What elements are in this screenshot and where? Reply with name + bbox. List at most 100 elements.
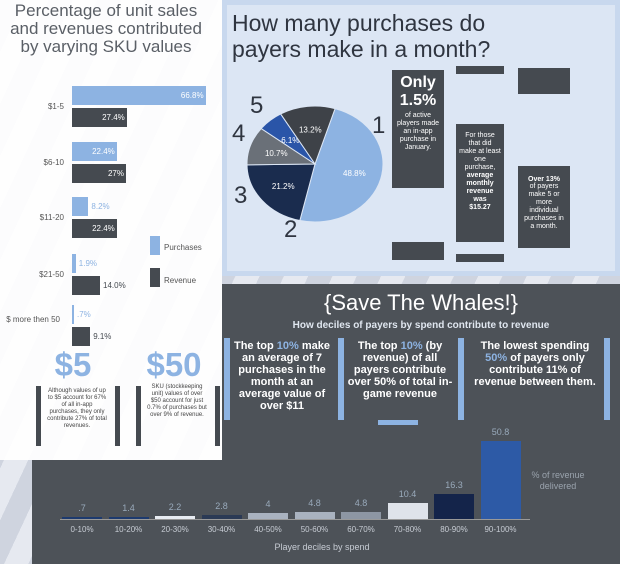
legend-swatch-revenue: [150, 268, 160, 287]
decile-xlabel: Player deciles by spend: [274, 542, 370, 552]
col3-a: The lowest spending: [480, 340, 590, 352]
decile-category-label: 20-30%: [161, 525, 189, 534]
stat-payers-bold: Over 13%: [528, 176, 560, 183]
stat-rev-value: $15.27: [469, 204, 491, 211]
decile-ylabel: % of revenue delivered: [531, 470, 585, 491]
whales-col-2: The top 10% (by revenue) of all payers c…: [346, 340, 454, 400]
pie-label-1: 1: [372, 112, 386, 139]
decile-value-label: 4: [265, 498, 271, 509]
col2-highlight: 10%: [400, 340, 423, 352]
whales-col-1: The top 10% make an average of 7 purchas…: [232, 340, 332, 412]
decile-bar: [480, 440, 521, 519]
sku-category-label: $1-5: [47, 102, 64, 111]
note-5: Although values of up to $5 account for …: [47, 388, 107, 429]
col2-b: (by revenue) of all payers contribute ov…: [347, 340, 453, 400]
pie-label-3: 3: [234, 182, 248, 209]
revenue-value-label: 22.4%: [92, 224, 115, 233]
bracket-right: [136, 386, 220, 446]
revenue-bar: [72, 108, 127, 127]
whales-subtitle: How deciles of payers by spend contribut…: [292, 320, 550, 331]
decile-bar: [62, 517, 102, 519]
decile-value-label: 2.2: [168, 501, 182, 512]
decile-category-label: 30-40%: [207, 525, 236, 534]
pie-slice-2: [246, 163, 316, 222]
stat-pct: 1.5%: [399, 92, 437, 109]
decile-bar: [248, 512, 288, 519]
col1-highlight: 10%: [276, 340, 299, 352]
revenue-value-label: 14.0%: [103, 281, 126, 290]
decile-category-label: 80-90%: [440, 525, 468, 534]
decile-bar: [108, 516, 149, 519]
pie-slice-label-1: 48.8%: [343, 169, 366, 178]
divider-bar-2: [338, 338, 344, 420]
decile-category-label: 90-100%: [484, 525, 517, 534]
decile-category-label: 10-20%: [114, 525, 143, 534]
decile-value-label: 10.4: [398, 489, 417, 499]
decile-value-label: 4.8: [354, 497, 368, 508]
stat-box-active: Only 1.5% of active players made an in-a…: [392, 70, 444, 188]
purchases-value-label: .7%: [77, 310, 91, 319]
whales-panel: [222, 284, 620, 460]
divider-bar-3: [458, 338, 464, 420]
revenue-bar: [72, 276, 100, 295]
bracket-left: [36, 386, 120, 446]
decile-value-label: 50.8: [491, 426, 510, 437]
decile-value-label: 2.8: [215, 500, 228, 511]
decile-bar: [387, 503, 428, 519]
whales-col-3: The lowest spending 50% of payers only c…: [470, 340, 600, 388]
legend-label-purchases: Purchases: [164, 243, 202, 252]
pie-slice-label-4: 6.1%: [281, 136, 299, 145]
pie-chart: 48.8% 21.2% 10.7% 6.1%13.2%: [246, 105, 384, 223]
decile-category-label: 70-80%: [393, 525, 422, 534]
stat-payers-text: of payers make 5 or more individual purc…: [524, 183, 564, 230]
decile-value-label: 4.8: [308, 497, 321, 508]
stat-box-revenue: For those that did make at least one pur…: [456, 124, 504, 242]
decor-box-1: [392, 242, 444, 260]
decor-box-3: [456, 254, 504, 262]
decor-box-2: [456, 66, 504, 74]
revenue-value-label: 27%: [107, 169, 124, 178]
divider-bar-1: [224, 338, 230, 420]
pie-title: How many purchases do payers make in a m…: [232, 10, 491, 62]
pie-slice-1: [299, 107, 384, 223]
pie-label-4: 4: [232, 120, 246, 147]
revenue-bar: [72, 219, 117, 238]
sku-category-label: $11-20: [39, 213, 64, 222]
sku-category-label: $6-10: [43, 158, 64, 167]
legend-label-revenue: Revenue: [164, 276, 197, 285]
legend-swatch-purchases: [150, 236, 160, 255]
purchases-bar: [72, 254, 76, 273]
purchases-value-label: 1.9%: [78, 259, 98, 268]
purchases-value-label: 8.2%: [91, 202, 110, 211]
stat-rev-text: For those that did make at least one pur…: [459, 132, 501, 171]
decile-value-label: .7: [78, 503, 86, 513]
col3-highlight: 50%: [485, 352, 508, 364]
purchases-value-label: 66.8%: [180, 91, 204, 100]
decile-bar: [294, 511, 335, 519]
decile-value-label: 16.3: [445, 479, 463, 490]
decile-bar: [341, 511, 381, 519]
revenue-bar: [72, 164, 126, 183]
col1-b: make an average of 7 purchases in the mo…: [238, 340, 330, 412]
stat-only: Only: [400, 74, 436, 91]
decor-box-4: [518, 68, 570, 94]
decile-bar: [155, 515, 195, 519]
pie-slice-label-3: 10.7%: [265, 149, 288, 158]
whales-title: {Save The Whales!}: [323, 290, 519, 315]
pie-slice-label-2: 21.2%: [272, 182, 295, 191]
purchases-value-label: 22.4%: [92, 147, 115, 156]
col1-a: The top: [233, 340, 277, 352]
revenue-bar: [72, 327, 91, 346]
divider-bar-5: [378, 420, 418, 425]
stat-rev-bold: average monthly revenue was: [466, 172, 494, 203]
pie-label-5: 5: [250, 92, 264, 119]
revenue-value-label: 9.1%: [93, 332, 112, 341]
big-value-50: $50: [146, 346, 202, 383]
pie-label-2: 2: [284, 216, 298, 243]
col2-a: The top: [357, 340, 401, 352]
purchases-bar: [72, 305, 74, 324]
pie-slice-label-5: 13.2%: [299, 125, 322, 134]
sku-chart-title: Percentage of unit sales and revenues co…: [10, 1, 202, 56]
stat-text: of active players made an in-app purchas…: [396, 112, 440, 151]
purchases-bar: [72, 197, 89, 216]
